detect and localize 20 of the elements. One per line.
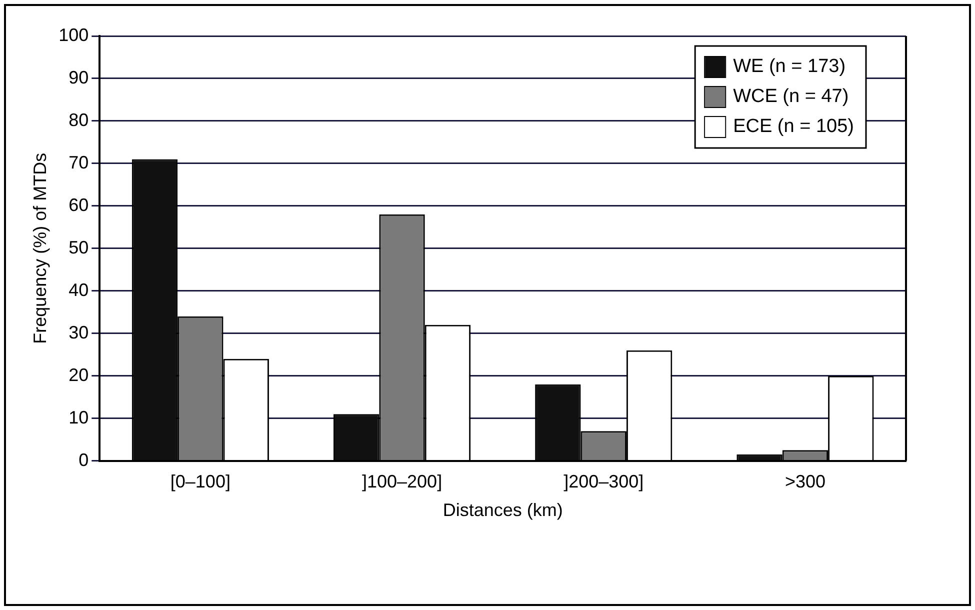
- x-tick-label: ]200–300]: [564, 472, 644, 492]
- y-tick-label: 30: [68, 322, 89, 342]
- y-tick-label: 90: [68, 67, 89, 88]
- legend-label: WE (n = 173): [733, 56, 846, 78]
- x-tick-label: ]100–200]: [362, 472, 442, 492]
- y-tick-label: 100: [58, 24, 89, 45]
- x-axis-title: Distances (km): [442, 500, 563, 520]
- y-tick-label: 50: [68, 237, 89, 258]
- x-tick-label: [0–100]: [170, 472, 230, 492]
- y-tick-label: 70: [68, 152, 89, 172]
- x-tick-label: >300: [784, 472, 826, 492]
- y-tick-label: 20: [68, 364, 89, 385]
- y-axis-title: Frequency (%) of MTDs: [30, 152, 50, 344]
- y-tick-label: 40: [68, 280, 89, 300]
- y-tick-label: 10: [68, 407, 89, 428]
- legend-label: ECE (n = 105): [733, 116, 854, 138]
- y-tick-label: 80: [68, 110, 89, 130]
- y-tick-label: 60: [68, 194, 89, 215]
- y-tick-label: 0: [78, 450, 89, 470]
- legend-label: WCE (n = 47): [733, 86, 849, 108]
